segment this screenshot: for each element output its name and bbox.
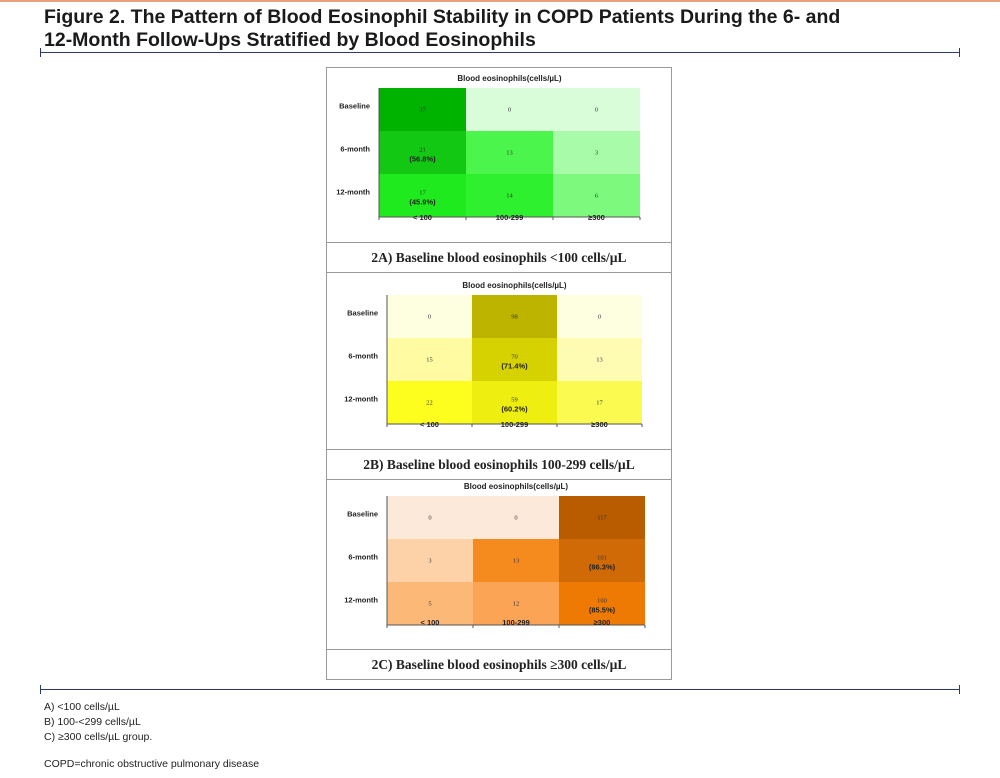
heatmap-c-percent-label: (85.5%) [589,606,616,615]
heatmap-c-row-label: Baseline [347,510,378,519]
abbreviation-note: COPD=chronic obstructive pulmonary disea… [44,758,260,770]
heatmap-a-value-label: 6 [595,193,599,200]
heatmap-a-cell [553,174,640,217]
heatmap-a-percent-label: (45.9%) [409,198,436,207]
heatmap-b-percent-label: (60.2%) [501,405,528,414]
heatmap-b-cell [557,295,642,338]
heatmap-c-title: Blood eosinophils(cells/µL) [464,482,569,491]
heatmap-c-cell [559,496,645,539]
heatmap-a-cell [553,88,640,131]
heatmap-b-row-label: Baseline [347,309,378,318]
heatmap-b-column-label: 100-299 [501,420,529,429]
heatmap-b-value-label: 70 [511,354,518,361]
heatmap-b-value-label: 22 [426,400,433,407]
heatmap-a-cell [379,88,466,131]
footnote-c: C) ≥300 cells/µL group. [44,731,153,743]
heatmap-b-cell [472,295,557,338]
heatmap-b-cell [387,381,472,424]
heatmap-a-value-label: 14 [506,193,513,200]
heatmap-a-row-label: 6-month [340,145,370,154]
heatmap-a-value-label: 21 [419,147,426,154]
heatmap-c-column-label: ≥300 [594,618,611,627]
heatmap-b-row-label: 6-month [348,352,378,361]
heatmap-b-value-label: 0 [428,314,431,321]
heatmap-c-cell [559,539,645,582]
heatmap-a-value-label: 0 [595,107,598,114]
heatmap-c-value-label: 12 [513,601,520,608]
heatmap-b-cell [387,338,472,381]
panel-c-caption: 2C) Baseline blood eosinophils ≥300 cell… [326,649,672,680]
bottom-divider [40,685,960,694]
heatmap-c-column-label: 100-299 [502,618,530,627]
heatmap-b-title: Blood eosinophils(cells/µL) [462,281,567,290]
heatmap-panel-a: Blood eosinophils(cells/µL) 37 0 0 21(56.8%)… [336,74,641,222]
figure-title-line-1: Figure 2. The Pattern of Blood Eosinophi… [44,6,841,28]
heatmap-c-value-label: 117 [597,515,607,522]
heatmap-c-cell [473,496,559,539]
heatmap-panel-b: Blood eosinophils(cells/µL) 0 98 0 15 70(71.4… [344,281,643,429]
heatmap-c-cell [559,582,645,625]
heatmap-a-cell [466,131,553,174]
heatmap-b-column-label: ≥300 [591,420,608,429]
heatmap-a-value-label: 3 [595,150,598,157]
heatmap-a-column-label: ≥300 [588,213,605,222]
heatmap-c-value-label: 0 [514,515,517,522]
panel-b-caption: 2B) Baseline blood eosinophils 100-299 c… [326,449,672,480]
heatmap-c-value-label: 3 [428,558,431,565]
heatmap-a-value-label: 37 [419,107,426,114]
heatmap-b-value-label: 13 [596,357,603,364]
heatmap-b-cell [472,338,557,381]
heatmap-c-cell [387,582,473,625]
heatmap-c-value-label: 0 [428,515,431,522]
heatmap-c-cell [473,582,559,625]
heatmap-c-cell [387,496,473,539]
top-accent-line [0,0,1000,2]
heatmap-a-value-label: 13 [506,150,513,157]
heatmap-c-value-label: 101 [597,555,607,562]
heatmap-b-value-label: 17 [596,400,603,407]
heatmap-c-cell [387,539,473,582]
heatmap-a-column-label: 100-299 [496,213,524,222]
heatmap-c-row-label: 6-month [348,553,378,562]
heatmap-b-value-label: 15 [426,357,433,364]
heatmap-a-row-label: Baseline [339,102,370,111]
heatmap-b-cell [557,338,642,381]
heatmap-b-column-label: < 100 [420,420,439,429]
footnote-a: A) <100 cells/µL [44,701,120,713]
heatmap-c-percent-label: (86.3%) [589,563,616,572]
figure-title: Figure 2. The Pattern of Blood Eosinophi… [44,6,944,52]
heatmap-b-percent-label: (71.4%) [501,362,528,371]
heatmap-a-cell [466,88,553,131]
heatmap-a-row-label: 12-month [336,188,370,197]
heatmap-a-title: Blood eosinophils(cells/µL) [457,74,562,83]
heatmap-a-cell [379,131,466,174]
heatmap-a-cell [379,174,466,217]
heatmap-c-cell [473,539,559,582]
heatmap-a-value-label: 17 [419,190,426,197]
top-divider [40,48,960,57]
heatmap-a-percent-label: (56.8%) [409,155,436,164]
heatmap-a-cell [466,174,553,217]
heatmap-b-value-label: 59 [511,397,518,404]
heatmap-a-column-label: < 100 [413,213,432,222]
heatmap-b-cell [557,381,642,424]
heatmap-a-cell [553,131,640,174]
panel-a-caption: 2A) Baseline blood eosinophils <100 cell… [326,242,672,273]
heatmap-c-row-label: 12-month [344,596,378,605]
heatmap-c-value-label: 13 [513,558,520,565]
footnotes: A) <100 cells/µL B) 100-<299 cells/µL C)… [44,700,152,745]
heatmap-b-cell [472,381,557,424]
heatmap-b-value-label: 0 [598,314,601,321]
heatmap-b-value-label: 98 [511,314,518,321]
figure-title-line-2: 12-Month Follow-Ups Stratified by Blood … [44,29,536,51]
heatmap-b-cell [387,295,472,338]
heatmap-a-value-label: 0 [508,107,511,114]
heatmap-c-column-label: < 100 [421,618,440,627]
heatmap-c-value-label: 5 [428,601,431,608]
heatmap-b-row-label: 12-month [344,395,378,404]
heatmap-c-value-label: 100 [597,598,607,605]
footnote-b: B) 100-<299 cells/µL [44,716,141,728]
